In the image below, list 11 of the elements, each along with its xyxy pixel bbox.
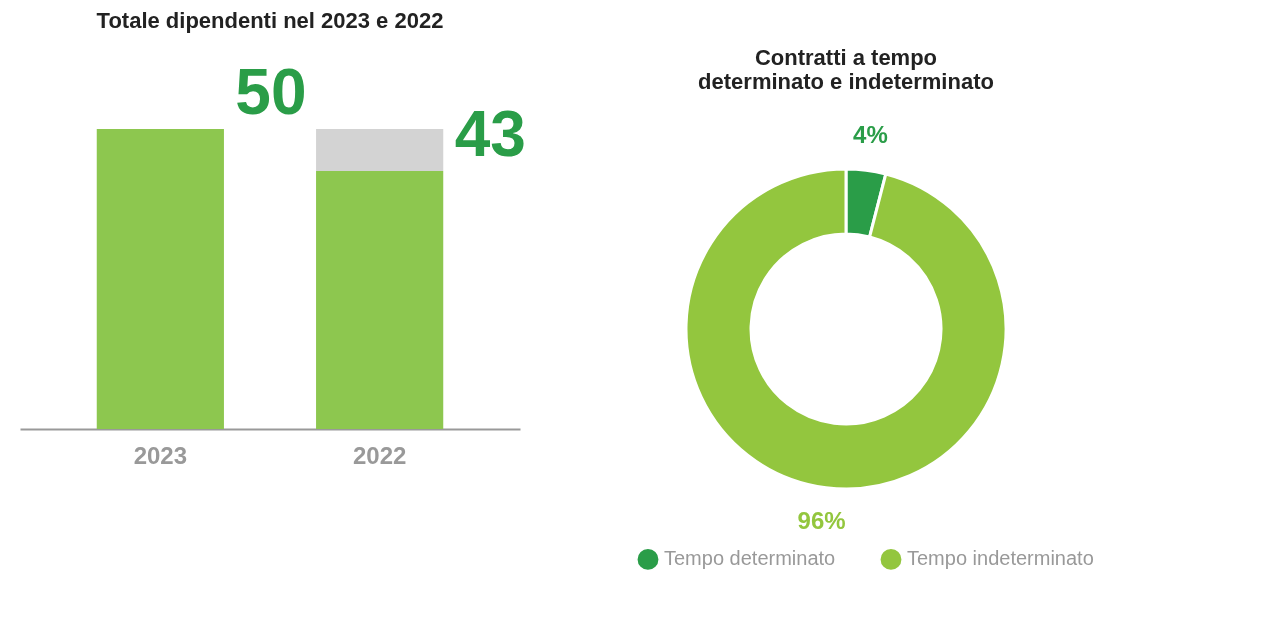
legend-label: Tempo indeterminato bbox=[907, 547, 1094, 570]
chart-title: Contratti a tempo determinato e indeterminato bbox=[698, 44, 994, 94]
donut-slice bbox=[684, 167, 1008, 491]
legend-label: Tempo determinato bbox=[664, 547, 836, 570]
data-label: 50 bbox=[235, 56, 307, 128]
data-label: 96% bbox=[797, 507, 846, 535]
data-label: 4% bbox=[853, 120, 888, 148]
chart-title: Totale dipendenti nel 2023 e 2022 bbox=[96, 8, 444, 33]
x-tick-label: 2022 bbox=[352, 442, 407, 469]
x-tick-label: 2023 bbox=[133, 442, 188, 469]
data-label: 43 bbox=[454, 98, 526, 170]
